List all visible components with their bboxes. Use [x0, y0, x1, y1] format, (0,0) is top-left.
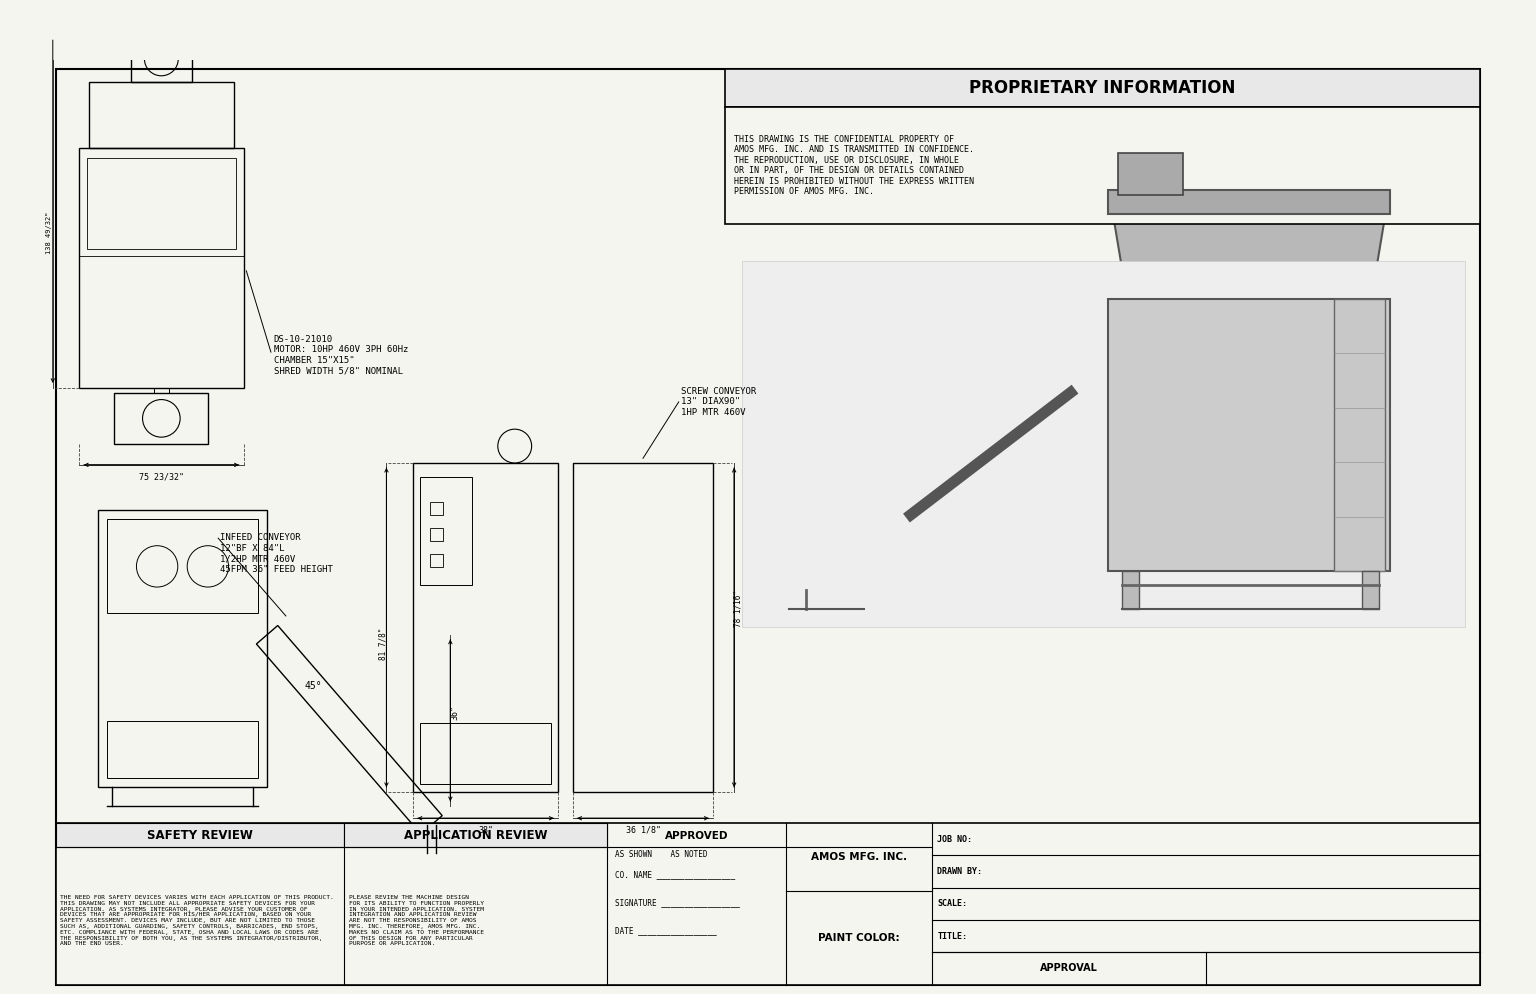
- Text: AMOS MFG. INC.: AMOS MFG. INC.: [811, 852, 906, 862]
- Bar: [131, 36, 192, 83]
- Bar: [1107, 298, 1390, 572]
- Bar: [430, 502, 442, 515]
- Circle shape: [1120, 602, 1143, 624]
- Text: 138 49/32": 138 49/32": [46, 212, 52, 254]
- Bar: [86, 158, 237, 248]
- Text: 36 1/8": 36 1/8": [625, 826, 660, 835]
- Text: SCREW CONVEYOR
13" DIAX90"
1HP MTR 460V: SCREW CONVEYOR 13" DIAX90" 1HP MTR 460V: [680, 387, 756, 416]
- Circle shape: [888, 501, 925, 538]
- Bar: [1333, 298, 1385, 572]
- Text: 78 1/16": 78 1/16": [733, 590, 742, 627]
- Bar: [742, 261, 1465, 627]
- Bar: [89, 83, 233, 148]
- Text: APPROVED: APPROVED: [665, 831, 728, 841]
- Text: APPLICATION REVIEW: APPLICATION REVIEW: [404, 829, 547, 842]
- Bar: [421, 724, 551, 784]
- Bar: [1107, 191, 1390, 214]
- Bar: [725, 106, 1481, 225]
- Bar: [573, 463, 714, 792]
- Circle shape: [1359, 602, 1382, 624]
- Bar: [421, 477, 472, 585]
- Text: TITLE:: TITLE:: [937, 931, 968, 940]
- Text: DATE _________________: DATE _________________: [614, 926, 717, 935]
- Bar: [1118, 153, 1183, 195]
- Bar: [344, 823, 607, 848]
- Text: AS SHOWN    AS NOTED: AS SHOWN AS NOTED: [614, 851, 707, 860]
- Text: INFEED CONVEYOR
12"BF X 84"L
1/2HP MTR 460V
45FPM 36" FEED HEIGHT: INFEED CONVEYOR 12"BF X 84"L 1/2HP MTR 4…: [220, 534, 333, 574]
- Bar: [413, 463, 559, 792]
- Text: 75 23/32": 75 23/32": [138, 472, 184, 481]
- Circle shape: [786, 603, 809, 625]
- Bar: [55, 823, 344, 848]
- Text: DS-10-21010
MOTOR: 10HP 460V 3PH 60Hz
CHAMBER 15"X15"
SHRED WIDTH 5/8" NOMINAL: DS-10-21010 MOTOR: 10HP 460V 3PH 60Hz CH…: [273, 335, 409, 375]
- Text: PAINT COLOR:: PAINT COLOR:: [817, 932, 900, 942]
- Bar: [430, 555, 442, 568]
- Text: SIGNATURE _________________: SIGNATURE _________________: [614, 899, 740, 908]
- Polygon shape: [786, 428, 1138, 609]
- Text: 38": 38": [478, 826, 493, 835]
- Text: JOB NO:: JOB NO:: [937, 835, 972, 844]
- Text: SAFETY REVIEW: SAFETY REVIEW: [147, 829, 253, 842]
- Bar: [725, 70, 1481, 106]
- Text: THIS DRAWING IS THE CONFIDENTIAL PROPERTY OF
AMOS MFG. INC. AND IS TRANSMITTED I: THIS DRAWING IS THE CONFIDENTIAL PROPERT…: [734, 135, 974, 196]
- Text: SCALE:: SCALE:: [937, 900, 968, 909]
- Bar: [1362, 572, 1379, 608]
- Text: CO. NAME _________________: CO. NAME _________________: [614, 870, 736, 879]
- Text: THE NEED FOR SAFETY DEVICES VARIES WITH EACH APPLICATION OF THIS PRODUCT.
THIS D: THE NEED FOR SAFETY DEVICES VARIES WITH …: [60, 895, 333, 946]
- Text: DRAWN BY:: DRAWN BY:: [937, 867, 982, 876]
- Text: PLEASE REVIEW THE MACHINE DESIGN
FOR ITS ABILITY TO FUNCTION PROPERLY
IN YOUR IN: PLEASE REVIEW THE MACHINE DESIGN FOR ITS…: [349, 895, 484, 946]
- Bar: [430, 528, 442, 541]
- Text: 36": 36": [450, 706, 459, 721]
- Bar: [108, 520, 258, 613]
- Polygon shape: [1114, 214, 1385, 298]
- Bar: [1123, 572, 1140, 608]
- Text: PROPRIETARY INFORMATION: PROPRIETARY INFORMATION: [969, 79, 1236, 97]
- Bar: [108, 722, 258, 778]
- Bar: [80, 148, 244, 388]
- Text: 45°: 45°: [304, 682, 323, 692]
- Bar: [114, 393, 209, 444]
- Text: APPROVAL: APPROVAL: [1040, 963, 1098, 973]
- Bar: [98, 510, 267, 787]
- Text: 81 7/8": 81 7/8": [378, 627, 387, 660]
- Bar: [55, 823, 1481, 985]
